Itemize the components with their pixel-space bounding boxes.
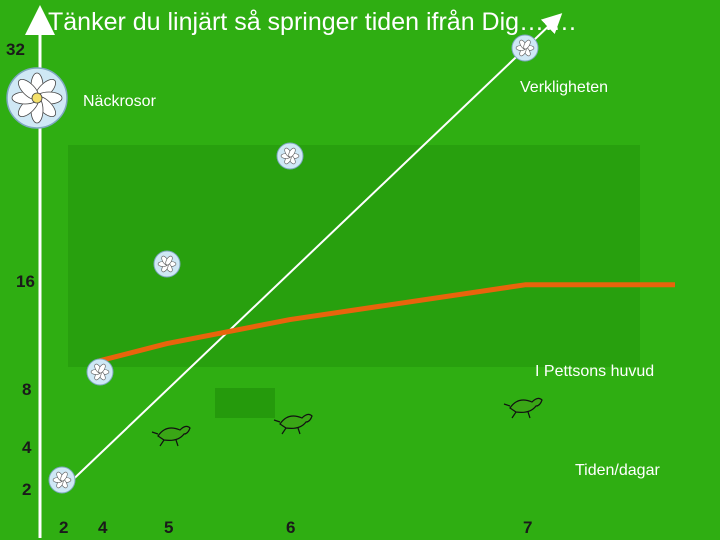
water-lily-icon	[6, 67, 68, 129]
lily-pad-icon	[48, 466, 76, 494]
frog-icon	[151, 425, 191, 447]
series-label-reality: Verkligheten	[520, 79, 609, 96]
lily-pad-icon	[276, 142, 304, 170]
y-tick-label: 4	[22, 438, 32, 457]
x-tick-label: 2	[59, 518, 69, 537]
x-tick-label: 5	[164, 518, 174, 537]
frog-icon	[273, 413, 313, 435]
x-tick-label: 7	[523, 518, 533, 537]
icon-layer	[6, 34, 543, 494]
lily-pad-icon	[86, 358, 114, 386]
annotation-label: Näckrosor	[83, 93, 156, 110]
slide-title: Tänker du linjärt så springer tiden ifrå…	[48, 8, 577, 36]
series-line-pettson	[97, 282, 675, 374]
frog-icon	[503, 397, 543, 419]
x-tick-label: 4	[98, 518, 108, 537]
y-tick-label: 2	[22, 480, 32, 499]
lily-pad-icon	[511, 34, 539, 62]
series-label-pettson: I Pettsons huvud	[535, 363, 655, 380]
y-tick-label: 16	[16, 272, 35, 291]
y-tick-label: 8	[22, 380, 32, 399]
x-axis-label: Tiden/dagar	[575, 462, 660, 479]
series-line-reality	[61, 13, 563, 491]
lily-pad-icon	[153, 250, 181, 278]
y-tick-label: 32	[6, 40, 25, 59]
x-tick-label: 6	[286, 518, 296, 537]
background-panel-lower	[215, 388, 275, 418]
